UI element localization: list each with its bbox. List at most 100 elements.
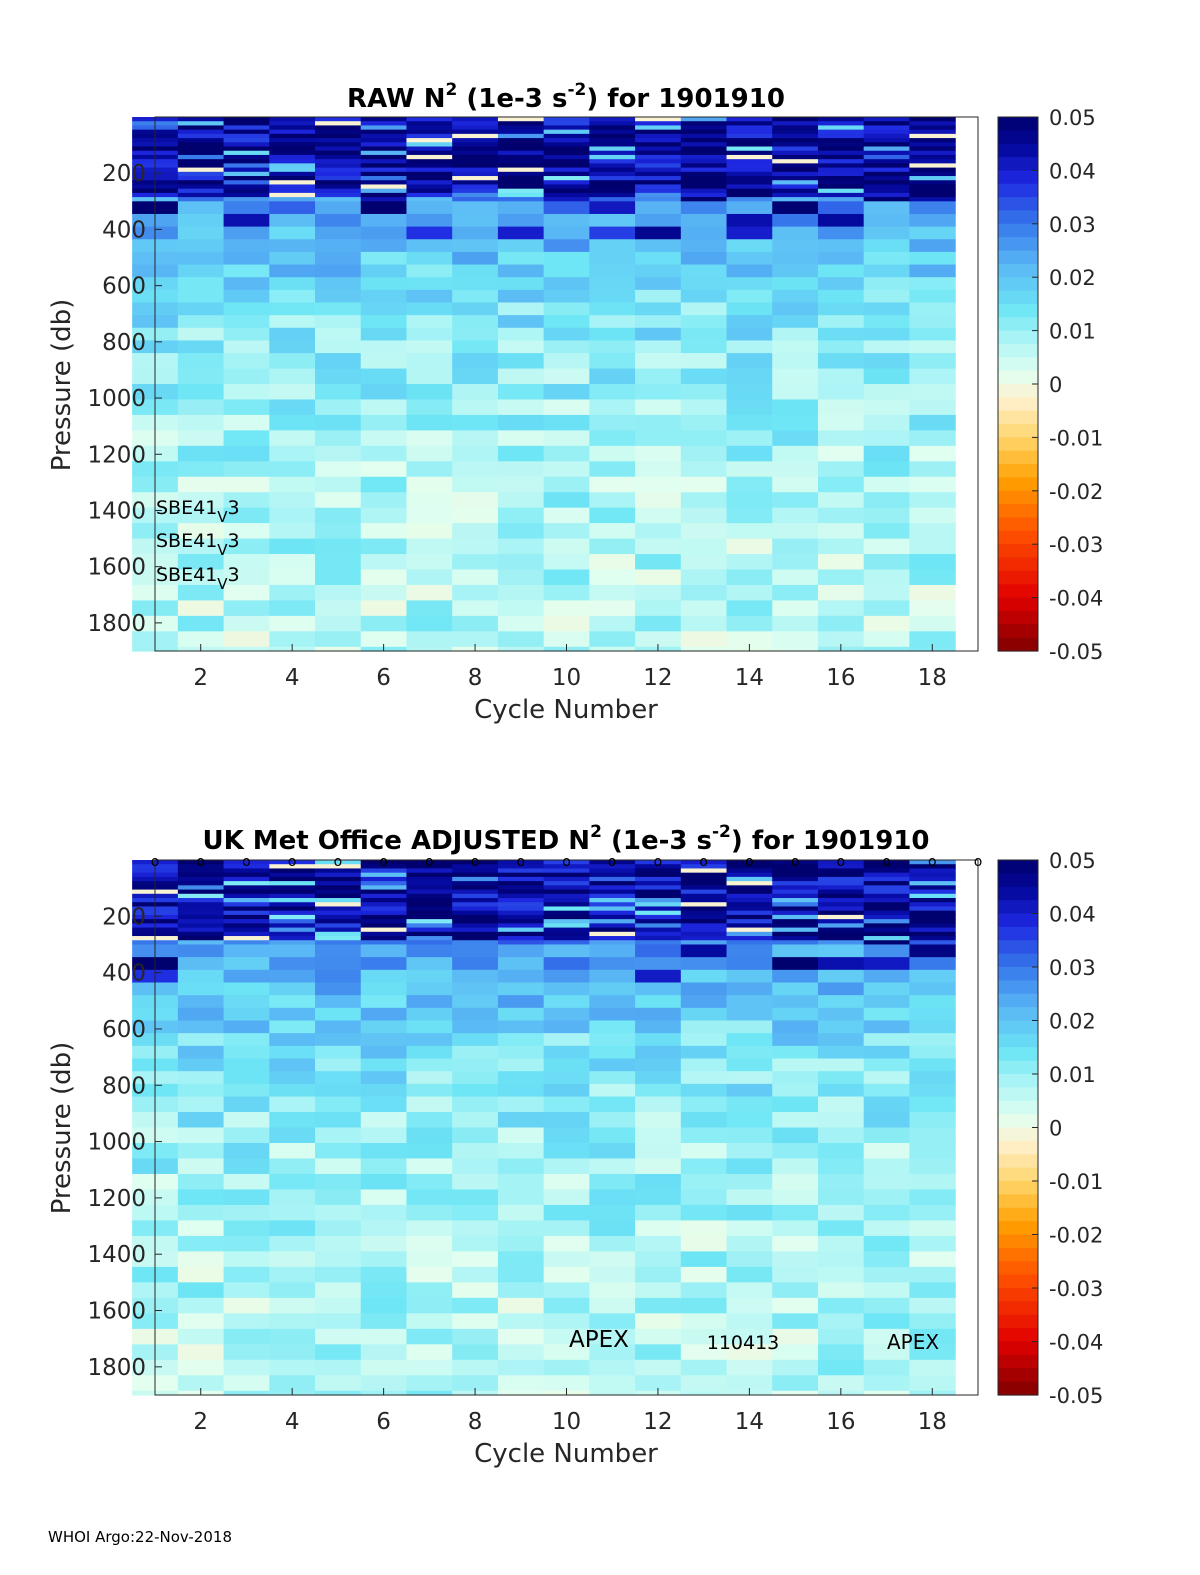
heatmap-cell bbox=[360, 1204, 408, 1222]
heatmap-cell bbox=[497, 1220, 545, 1237]
heatmap-cell bbox=[680, 251, 728, 266]
heatmap-cell bbox=[223, 213, 270, 228]
heatmap-cell bbox=[406, 315, 453, 329]
heatmap-cell bbox=[497, 1158, 545, 1175]
heatmap-cell bbox=[817, 125, 865, 131]
heatmap-cell bbox=[635, 1112, 682, 1129]
heatmap-cell bbox=[863, 384, 911, 401]
heatmap-cell bbox=[680, 492, 728, 509]
heatmap-cell bbox=[223, 384, 270, 401]
heatmap-cell bbox=[680, 538, 728, 555]
heatmap-cell bbox=[360, 315, 408, 329]
heatmap-cell bbox=[543, 1058, 590, 1072]
heatmap-cell bbox=[452, 445, 499, 462]
heatmap-cell bbox=[863, 302, 911, 316]
heatmap-cell bbox=[589, 881, 636, 886]
heatmap-cell bbox=[589, 142, 636, 148]
heatmap-cell bbox=[680, 569, 728, 586]
heatmap-cell bbox=[269, 1158, 316, 1175]
heatmap-cell bbox=[863, 1251, 911, 1268]
heatmap-cell bbox=[497, 1359, 545, 1376]
heatmap-cell bbox=[772, 188, 819, 194]
heatmap-cell bbox=[863, 1266, 911, 1283]
heatmap-cell bbox=[909, 239, 956, 253]
heatmap-cell bbox=[177, 910, 225, 916]
heatmap-cell bbox=[635, 476, 682, 493]
heatmap-cell bbox=[543, 368, 590, 385]
heatmap-cell bbox=[497, 1083, 545, 1098]
float-type-label: APEX bbox=[887, 1330, 939, 1354]
heatmap-cell bbox=[223, 430, 270, 447]
colorbar-segment bbox=[998, 1288, 1038, 1302]
heatmap-cell bbox=[863, 133, 911, 139]
colorbar-tick-label: -0.04 bbox=[1049, 1331, 1103, 1355]
heatmap-cell bbox=[726, 1282, 773, 1299]
heatmap-cell bbox=[726, 523, 773, 540]
heatmap-cell bbox=[452, 902, 499, 908]
heatmap-cell bbox=[772, 289, 819, 304]
heatmap-cell bbox=[909, 584, 956, 602]
heatmap-cell bbox=[817, 1127, 865, 1144]
heatmap-cell bbox=[817, 476, 865, 493]
heatmap-cell bbox=[772, 1071, 819, 1085]
heatmap-cell bbox=[680, 646, 728, 652]
heatmap-cell bbox=[863, 584, 911, 602]
heatmap-cell bbox=[726, 327, 773, 342]
heatmap-cell bbox=[452, 872, 499, 878]
heatmap-cell bbox=[497, 121, 545, 127]
heatmap-cell bbox=[863, 1328, 911, 1345]
heatmap-cell bbox=[635, 1220, 682, 1237]
heatmap-cell bbox=[726, 138, 773, 143]
heatmap-cell bbox=[680, 353, 728, 370]
heatmap-cell bbox=[863, 159, 911, 164]
heatmap-cell bbox=[360, 1297, 408, 1314]
heatmap-cell bbox=[680, 1204, 728, 1222]
heatmap-cell bbox=[543, 150, 590, 156]
heatmap-cell bbox=[772, 1096, 819, 1113]
heatmap-cell bbox=[497, 184, 545, 190]
heatmap-cell bbox=[223, 197, 270, 202]
heatmap-cell bbox=[726, 197, 773, 202]
heatmap-cell bbox=[269, 995, 316, 1009]
heatmap-cell bbox=[497, 277, 545, 291]
heatmap-cell bbox=[177, 868, 225, 874]
heatmap-cell bbox=[497, 944, 545, 958]
heatmap-cell bbox=[726, 1158, 773, 1175]
heatmap-cell bbox=[817, 523, 865, 540]
heatmap-cell bbox=[543, 289, 590, 304]
heatmap-cell bbox=[543, 523, 590, 540]
heatmap-cell bbox=[589, 914, 636, 920]
heatmap-cell bbox=[543, 1071, 590, 1085]
heatmap-cell bbox=[772, 600, 819, 617]
heatmap-cell bbox=[497, 902, 545, 908]
heatmap-cell bbox=[863, 885, 911, 891]
heatmap-cell bbox=[452, 910, 499, 916]
heatmap-cell bbox=[452, 554, 499, 571]
heatmap-cell bbox=[680, 1020, 728, 1034]
heatmap-cell bbox=[406, 1297, 453, 1314]
heatmap-cell bbox=[909, 898, 956, 903]
heatmap-cell bbox=[817, 461, 865, 478]
heatmap-cell bbox=[315, 584, 362, 602]
colorbar-segment bbox=[998, 886, 1038, 901]
heatmap-cell bbox=[452, 868, 499, 874]
heatmap-cell bbox=[406, 125, 453, 131]
heatmap-cell bbox=[223, 1112, 270, 1129]
heatmap-cell bbox=[360, 125, 408, 131]
heatmap-cell bbox=[635, 927, 682, 933]
heatmap-cell bbox=[817, 399, 865, 416]
heatmap-cell bbox=[589, 239, 636, 253]
heatmap-cell bbox=[543, 176, 590, 181]
heatmap-cell bbox=[269, 146, 316, 152]
colorbar-segment bbox=[998, 303, 1038, 318]
heatmap-cell bbox=[680, 226, 728, 240]
heatmap-cell bbox=[909, 142, 956, 148]
heatmap-cell bbox=[360, 969, 408, 984]
heatmap-cell bbox=[635, 176, 682, 181]
heatmap-cell bbox=[223, 1220, 270, 1237]
heatmap-cell bbox=[223, 226, 270, 240]
heatmap-cell bbox=[315, 384, 362, 401]
heatmap-cell bbox=[360, 910, 408, 916]
heatmap-cell bbox=[177, 944, 225, 958]
heatmap-cell bbox=[680, 384, 728, 401]
